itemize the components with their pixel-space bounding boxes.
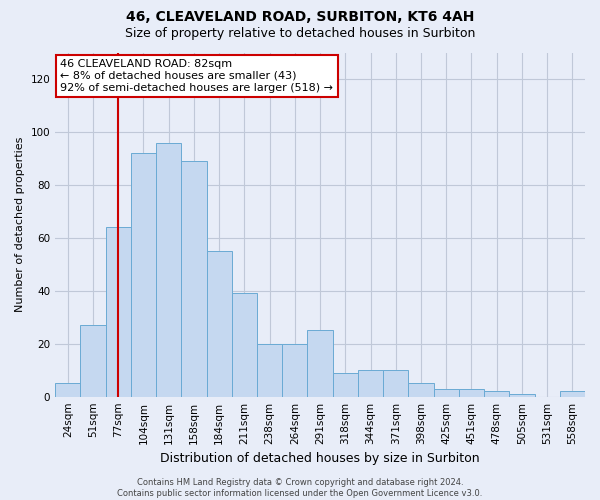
Bar	[332, 373, 358, 396]
Bar	[232, 294, 257, 397]
Text: Size of property relative to detached houses in Surbiton: Size of property relative to detached ho…	[125, 28, 475, 40]
Bar	[358, 370, 383, 396]
Bar	[459, 388, 484, 396]
Text: 46 CLEAVELAND ROAD: 82sqm
← 8% of detached houses are smaller (43)
92% of semi-d: 46 CLEAVELAND ROAD: 82sqm ← 8% of detach…	[61, 60, 334, 92]
Bar	[383, 370, 409, 396]
Bar	[409, 384, 434, 396]
Bar	[55, 384, 80, 396]
Bar	[434, 388, 459, 396]
Bar	[181, 161, 206, 396]
Bar	[560, 392, 585, 396]
Bar	[484, 392, 509, 396]
Bar	[156, 142, 181, 396]
Bar	[206, 251, 232, 396]
Bar	[106, 227, 131, 396]
Bar	[509, 394, 535, 396]
Text: 46, CLEAVELAND ROAD, SURBITON, KT6 4AH: 46, CLEAVELAND ROAD, SURBITON, KT6 4AH	[126, 10, 474, 24]
Bar	[257, 344, 282, 396]
Y-axis label: Number of detached properties: Number of detached properties	[15, 137, 25, 312]
X-axis label: Distribution of detached houses by size in Surbiton: Distribution of detached houses by size …	[160, 452, 480, 465]
Text: Contains HM Land Registry data © Crown copyright and database right 2024.
Contai: Contains HM Land Registry data © Crown c…	[118, 478, 482, 498]
Bar	[307, 330, 332, 396]
Bar	[282, 344, 307, 396]
Bar	[80, 325, 106, 396]
Bar	[131, 153, 156, 396]
